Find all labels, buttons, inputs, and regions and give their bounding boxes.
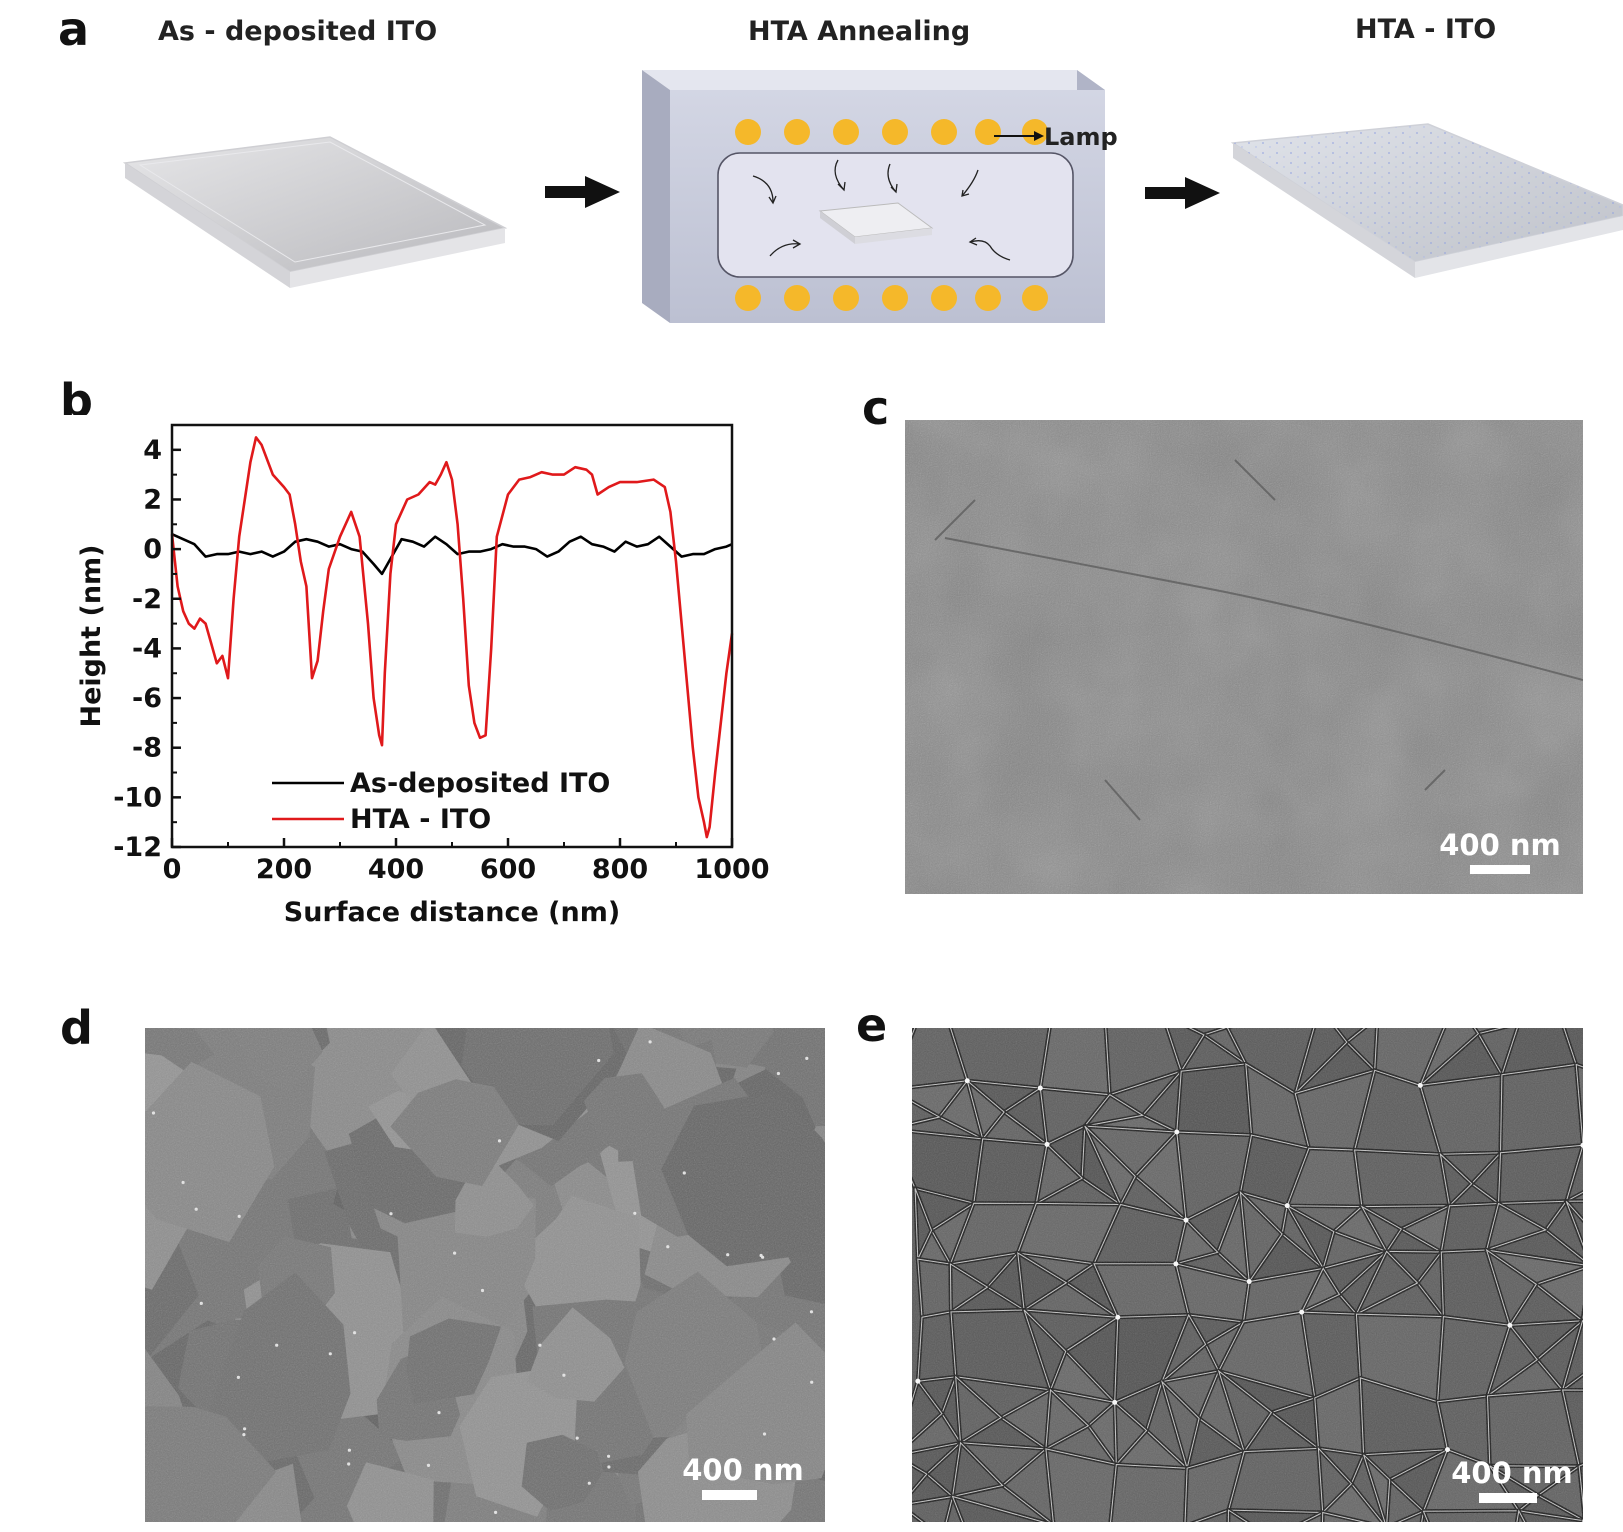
panel-label-e: e <box>856 998 888 1052</box>
scalebar-label-e: 400 nm <box>1451 1456 1573 1490</box>
x-tick-label: 600 <box>480 854 536 885</box>
series-line-0 <box>171 533 733 576</box>
panel-label-a: a <box>58 2 90 56</box>
y-tick-label: 0 <box>143 534 162 565</box>
stage-label-hta-ito: HTA - ITO <box>1355 14 1497 45</box>
x-axis-label: Surface distance (nm) <box>284 897 620 928</box>
sem-image-as-deposited: 400 nm <box>905 420 1583 894</box>
y-tick-label: -8 <box>132 733 162 764</box>
y-tick-label: -2 <box>132 584 162 615</box>
lamp-label: Lamp <box>1044 123 1118 151</box>
panel-label-c: c <box>862 381 890 435</box>
legend-label-1: HTA - ITO <box>350 804 491 835</box>
panel-label-d: d <box>60 1001 93 1055</box>
scalebar-label-d: 400 nm <box>682 1453 804 1487</box>
as-deposited-substrate <box>122 136 508 288</box>
series-line-1 <box>170 436 734 839</box>
y-tick-label: -12 <box>113 832 162 863</box>
x-tick-label: 400 <box>368 854 424 885</box>
schematic-diagram: Lamp <box>122 70 1623 323</box>
y-tick-label: -6 <box>132 683 162 714</box>
x-tick-label: 1000 <box>694 854 769 885</box>
y-axis-label: Height (nm) <box>76 544 107 727</box>
y-tick-label: -4 <box>132 633 162 664</box>
x-tick-label: 0 <box>163 854 182 885</box>
scalebar-label-c: 400 nm <box>1439 828 1561 862</box>
arrow-right-icon <box>545 176 620 208</box>
y-tick-label: 4 <box>143 435 162 466</box>
scalebar-d <box>702 1490 757 1500</box>
y-tick-label: -10 <box>113 782 162 813</box>
sem-image-grains: 400 nm <box>145 1028 825 1522</box>
stage-label-hta-annealing: HTA Annealing <box>748 16 971 47</box>
lamps-top <box>735 119 1048 145</box>
stage-label-as-deposited: As - deposited ITO <box>158 16 438 47</box>
y-tick-label: 2 <box>143 484 162 515</box>
height-profile-chart: 0 200 400 600 800 1000 4 2 0 -2 -4 -6 -8 -10 -12 Surfa… <box>60 415 800 955</box>
scalebar-c <box>1470 865 1530 874</box>
lamps-bottom <box>735 285 1048 311</box>
x-tick-label: 200 <box>256 854 312 885</box>
x-tick-label: 800 <box>592 854 648 885</box>
hta-chamber: Lamp <box>642 70 1118 323</box>
scalebar-e <box>1479 1493 1537 1503</box>
hta-ito-substrate <box>1230 123 1623 278</box>
legend-label-0: As-deposited ITO <box>350 768 610 799</box>
sem-image-cracked: 400 nm <box>912 1028 1583 1522</box>
arrow-right-icon <box>1145 177 1220 209</box>
